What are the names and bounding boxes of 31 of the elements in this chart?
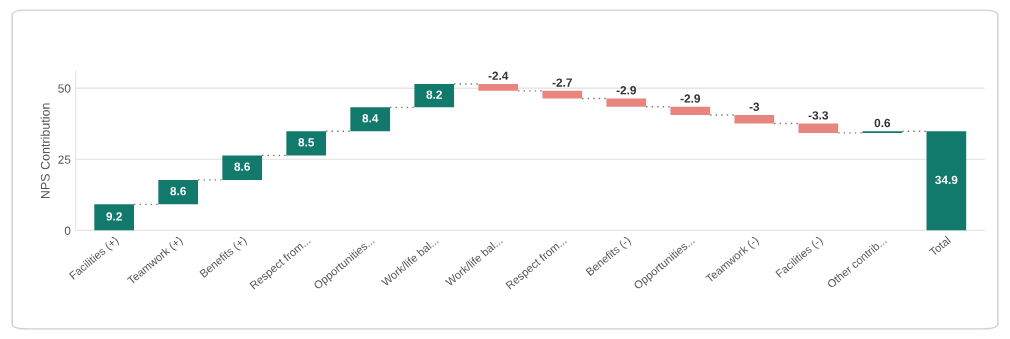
data-label: 8.6 bbox=[234, 162, 250, 171]
data-label: 8.5 bbox=[298, 138, 315, 147]
data-label: -2.9 bbox=[680, 94, 701, 103]
data-label: 34.9 bbox=[935, 175, 958, 185]
data-label: 8.4 bbox=[362, 114, 379, 123]
data-label: -3 bbox=[749, 102, 760, 111]
data-label: -3.3 bbox=[808, 111, 829, 120]
bar bbox=[734, 115, 775, 124]
bar bbox=[94, 204, 134, 231]
data-label: -2.4 bbox=[488, 71, 509, 80]
y-axis-title: NPS Contribution bbox=[40, 103, 50, 199]
data-label: 8.2 bbox=[426, 90, 442, 99]
data-label: -2.7 bbox=[552, 78, 572, 87]
y-tick-label: 0 bbox=[64, 226, 71, 235]
bar bbox=[606, 98, 647, 107]
bar bbox=[286, 131, 327, 156]
bar bbox=[670, 106, 711, 116]
bar bbox=[478, 83, 519, 91]
bar bbox=[350, 107, 391, 132]
bar bbox=[542, 90, 583, 99]
y-tick-label: 50 bbox=[58, 84, 71, 93]
bar bbox=[414, 83, 455, 108]
bar bbox=[926, 131, 967, 231]
y-tick-label: 25 bbox=[58, 155, 71, 164]
bar bbox=[798, 123, 839, 133]
bar bbox=[158, 179, 199, 205]
bar bbox=[222, 155, 263, 180]
data-label: 8.6 bbox=[170, 186, 186, 196]
data-label: 0.6 bbox=[874, 118, 891, 128]
data-label: 9.2 bbox=[106, 212, 122, 221]
data-label: -2.9 bbox=[616, 86, 637, 95]
